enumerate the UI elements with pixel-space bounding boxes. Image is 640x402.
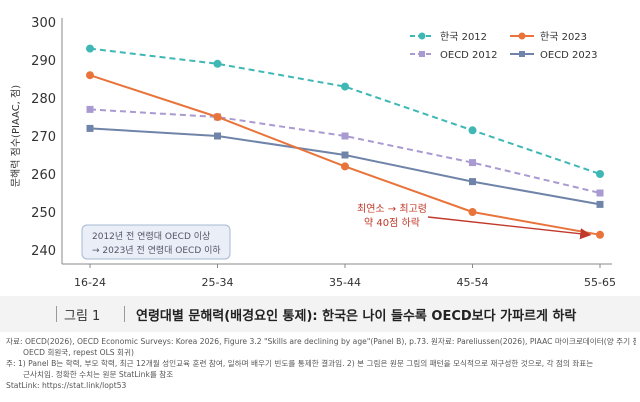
data-point: [86, 105, 94, 113]
x-tick-label: 16-24: [74, 276, 106, 289]
data-point: [596, 230, 604, 239]
x-tick-label: 45-54: [457, 276, 489, 289]
legend-label: 한국 2012: [440, 31, 487, 43]
caption-divider: [56, 306, 57, 322]
x-tick-label: 55-65: [584, 276, 616, 289]
y-tick-label: 270: [31, 130, 56, 145]
y-tick-label: 240: [31, 244, 56, 259]
statlink: StatLink: https://stat.link/lopt53: [6, 381, 127, 390]
source-note-cont: OECD 회원국, repest OLS 회귀): [23, 348, 134, 357]
y-tick-label: 280: [31, 92, 56, 107]
y-tick-label: 250: [31, 206, 56, 221]
y-tick-label: 290: [31, 54, 56, 69]
y-tick-label: 300: [31, 16, 56, 31]
data-point: [341, 132, 349, 140]
annotation-arrow: [427, 216, 592, 240]
figure-title: 연령대별 문해력(배경요인 통제): 한국은 나이 들수록 OECD보다 가파르…: [136, 309, 577, 324]
series-line: [89, 108, 601, 194]
data-point: [469, 159, 476, 167]
data-point: [468, 208, 477, 216]
x-tick-label: 35-44: [329, 276, 361, 289]
data-point: [596, 200, 604, 208]
legend-marker: [418, 32, 426, 40]
data-point: [341, 151, 349, 159]
figure-caption: 그림 1 연령대별 문해력(배경요인 통제): 한국은 나이 들수록 OECD보…: [0, 296, 640, 332]
callout-box: [81, 224, 231, 260]
legend-marker: [519, 51, 525, 57]
legend-label: OECD 2023: [540, 50, 598, 61]
line-chart: 240 250 260 270 280 290 300 16-24 25-34 35-44 45-5…: [9, 16, 616, 289]
callout-text: → 2023년 전 연령대 OECD 이하: [92, 244, 221, 256]
data-point: [469, 178, 476, 186]
data-point: [596, 189, 604, 197]
series-layer: [86, 44, 604, 239]
legend-marker: [419, 51, 425, 57]
annotation-text: 최연소 → 최고령: [357, 203, 427, 215]
legend-label: OECD 2012: [440, 50, 498, 61]
caption-divider: [124, 306, 125, 322]
data-point: [596, 170, 604, 178]
data-point: [341, 82, 349, 91]
data-point: [213, 113, 222, 121]
data-point: [213, 59, 222, 68]
data-point: [341, 162, 349, 171]
figure-notes: 자료: OECD(2026), OECD Economic Surveys: K…: [6, 336, 636, 391]
y-axis-label: 문해력 점수(PIAAC, 점): [9, 85, 22, 187]
axes: 240 250 260 270 280 290 300 16-24 25-34 35-44 45-5…: [9, 16, 616, 289]
data-point: [86, 124, 94, 132]
callout-text: 2012년 전 연령대 OECD 이상: [92, 230, 210, 242]
legend-label: 한국 2023: [540, 31, 587, 43]
data-point: [86, 44, 94, 53]
y-tick-label: 260: [31, 168, 56, 183]
source-note: 자료: OECD(2026), OECD Economic Surveys: K…: [6, 337, 636, 346]
data-point: [86, 71, 94, 80]
x-tick-label: 25-34: [202, 276, 234, 289]
legend-marker: [518, 32, 526, 40]
data-point: [214, 132, 221, 140]
series-line: [89, 47, 601, 175]
footnote: 주: 1) Panel B는 학력, 부모 학력, 최근 12개월 성인교육 훈…: [6, 359, 594, 368]
data-point: [468, 126, 477, 135]
figure-label: 그림 1: [64, 309, 101, 324]
legend: 한국 2012 한국 2023 OECD 2012 OECD 2023: [410, 31, 598, 61]
annotation-text: 약 40점 하락: [364, 216, 420, 229]
footnote-cont: 근사치임. 정확한 수치는 원문 StatLink를 참조: [23, 370, 174, 379]
